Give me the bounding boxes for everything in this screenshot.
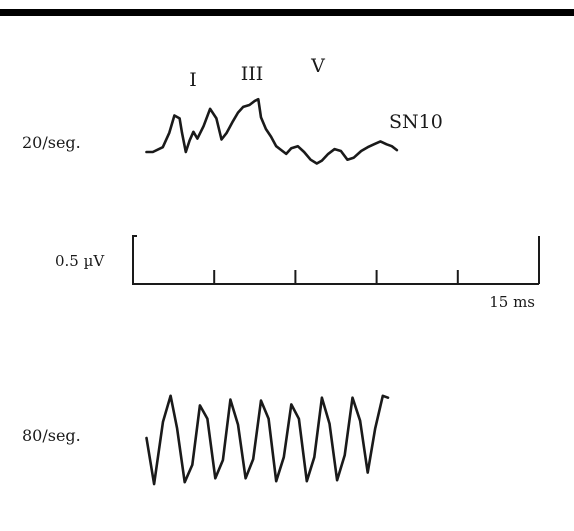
peak-label-v: V [310,55,325,77]
waveform-80-line [145,394,390,486]
peak-label-iii: III [241,63,264,85]
peak-label-i: I [189,69,197,91]
peak-label-sn10: SN10 [389,111,443,133]
waveform-20-line [145,97,399,165]
top-rule [0,9,574,16]
y-scale-bracket [132,235,137,285]
x-axis-ticks [213,270,459,284]
x-axis-end-label: 15 ms [489,293,535,311]
rate-label-80: 80/seg. [22,426,81,445]
y-scale-label: 0.5 µV [55,252,105,270]
panel-20: 20/seg. I III V SN10 [22,55,443,165]
scale-bar: 0.5 µV 15 ms [55,235,540,311]
panel-80: 80/seg. [22,394,390,486]
rate-label-20: 20/seg. [22,133,81,152]
